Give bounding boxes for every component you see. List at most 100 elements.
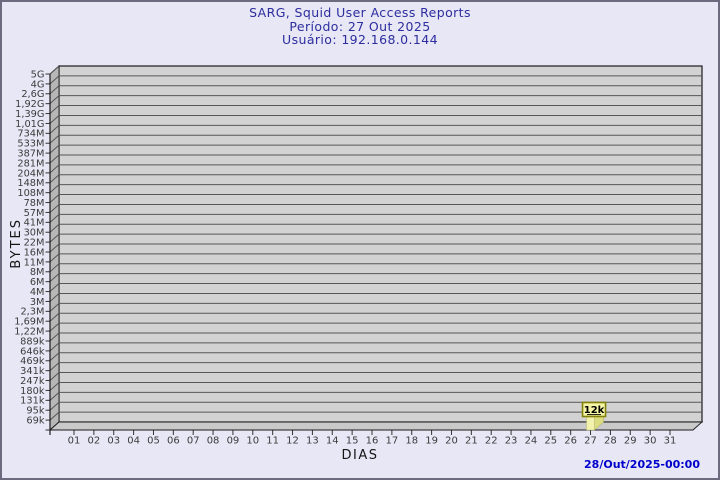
y-tick-label: 78M (24, 198, 45, 209)
y-tick-connector (49, 144, 60, 154)
y-tick-label: 180k (20, 386, 45, 397)
y-tick-label: 6M (30, 277, 45, 288)
chart-floor (48, 421, 704, 431)
y-tick-label: 108M (17, 188, 44, 199)
y-tick-connector (49, 322, 60, 332)
y-tick-connector (49, 273, 60, 283)
y-axis-title: BYTES (9, 218, 24, 269)
x-tick-label: 14 (326, 436, 339, 447)
y-tick-label: 281M (17, 158, 44, 169)
y-tick-label: 69k (26, 416, 44, 427)
x-tick-label: 26 (564, 436, 577, 447)
y-tick-connector (49, 85, 60, 95)
x-tick-label: 06 (167, 436, 180, 447)
y-tick-connector (49, 204, 60, 213)
bar-day-27 (586, 416, 595, 431)
y-tick-connector (49, 263, 60, 273)
y-tick-connector (49, 312, 60, 322)
y-tick-label: 57M (24, 208, 45, 219)
x-tick-label: 29 (624, 436, 637, 447)
x-tick-label: 30 (644, 436, 657, 447)
y-tick-label: 469k (20, 356, 45, 367)
y-tick-connector (49, 332, 60, 342)
bar-value-label: 12k (584, 405, 605, 416)
x-tick-label: 17 (385, 436, 398, 447)
y-tick-connector (49, 184, 60, 194)
y-tick-label: 1,92G (15, 99, 44, 110)
x-tick-label: 31 (664, 436, 677, 447)
x-tick-label: 27 (584, 436, 597, 447)
x-tick-label: 20 (445, 436, 458, 447)
x-tick-label: 24 (525, 436, 538, 447)
x-tick-label: 08 (207, 436, 220, 447)
x-tick-label: 23 (505, 436, 518, 447)
x-tick-label: 19 (425, 436, 438, 447)
y-tick-label: 16M (24, 247, 45, 258)
y-tick-label: 11M (24, 257, 45, 268)
y-tick-connector (49, 243, 60, 253)
y-tick-connector (49, 65, 60, 75)
y-tick-label: 148M (17, 178, 44, 189)
y-tick-label: 2,3M (20, 307, 44, 318)
y-tick-connector (49, 154, 60, 164)
generation-timestamp: 28/Out/2025-00:00 (584, 458, 700, 471)
y-tick-connector (49, 411, 60, 421)
y-tick-label: 1,39G (15, 109, 44, 120)
y-tick-connector (49, 302, 60, 312)
y-tick-label: 3M (30, 297, 45, 308)
report-title: SARG, Squid User Access Reports (249, 5, 471, 20)
y-tick-connector (49, 124, 60, 134)
y-tick-connector (49, 233, 60, 243)
x-tick-label: 11 (266, 436, 279, 447)
y-tick-label: 5G (31, 69, 45, 80)
y-tick-connector (49, 352, 60, 362)
y-tick-label: 533M (17, 139, 44, 150)
y-tick-connector (49, 194, 60, 203)
y-tick-connector (49, 105, 60, 114)
x-tick-label: 03 (107, 436, 120, 447)
x-tick-label: 25 (544, 436, 557, 447)
y-tick-label: 646k (20, 346, 45, 357)
y-tick-connector (49, 401, 60, 411)
x-tick-label: 02 (87, 436, 100, 447)
y-tick-connector (49, 223, 60, 233)
y-tick-connector (49, 293, 60, 302)
y-tick-label: 4M (30, 287, 45, 298)
y-tick-label: 8M (30, 267, 45, 278)
y-tick-label: 131k (20, 396, 45, 407)
y-tick-label: 2,6G (21, 89, 44, 100)
report-user: Usuário: 192.168.0.144 (282, 32, 438, 47)
x-tick-label: 22 (485, 436, 498, 447)
y-tick-connector (49, 95, 60, 105)
x-tick-label: 21 (465, 436, 478, 447)
y-tick-connector (49, 134, 60, 144)
y-tick-connector (49, 382, 60, 391)
y-tick-label: 1,22M (14, 327, 44, 338)
y-tick-connector (49, 213, 60, 223)
y-tick-label: 41M (24, 218, 45, 229)
y-tick-label: 204M (17, 168, 44, 179)
x-tick-label: 07 (187, 436, 200, 447)
x-tick-label: 05 (147, 436, 160, 447)
y-tick-label: 889k (20, 336, 45, 347)
x-tick-label: 15 (346, 436, 359, 447)
y-tick-label: 4G (31, 79, 45, 90)
y-tick-label: 387M (17, 149, 44, 160)
y-tick-label: 22M (24, 238, 45, 249)
x-tick-label: 01 (68, 436, 81, 447)
x-tick-label: 04 (127, 436, 140, 447)
y-tick-connector (49, 174, 60, 184)
y-tick-connector (49, 342, 60, 352)
report-title-block: SARG, Squid User Access Reports Período:… (2, 6, 718, 47)
y-tick-connector (49, 372, 60, 381)
y-tick-label: 95k (26, 406, 44, 417)
y-tick-label: 341k (20, 366, 45, 377)
y-tick-label: 1,01G (15, 119, 44, 130)
y-tick-connector (49, 391, 60, 401)
y-tick-connector (49, 75, 60, 85)
x-tick-label: 10 (246, 436, 259, 447)
y-tick-connector (49, 115, 60, 124)
x-tick-label: 18 (405, 436, 418, 447)
